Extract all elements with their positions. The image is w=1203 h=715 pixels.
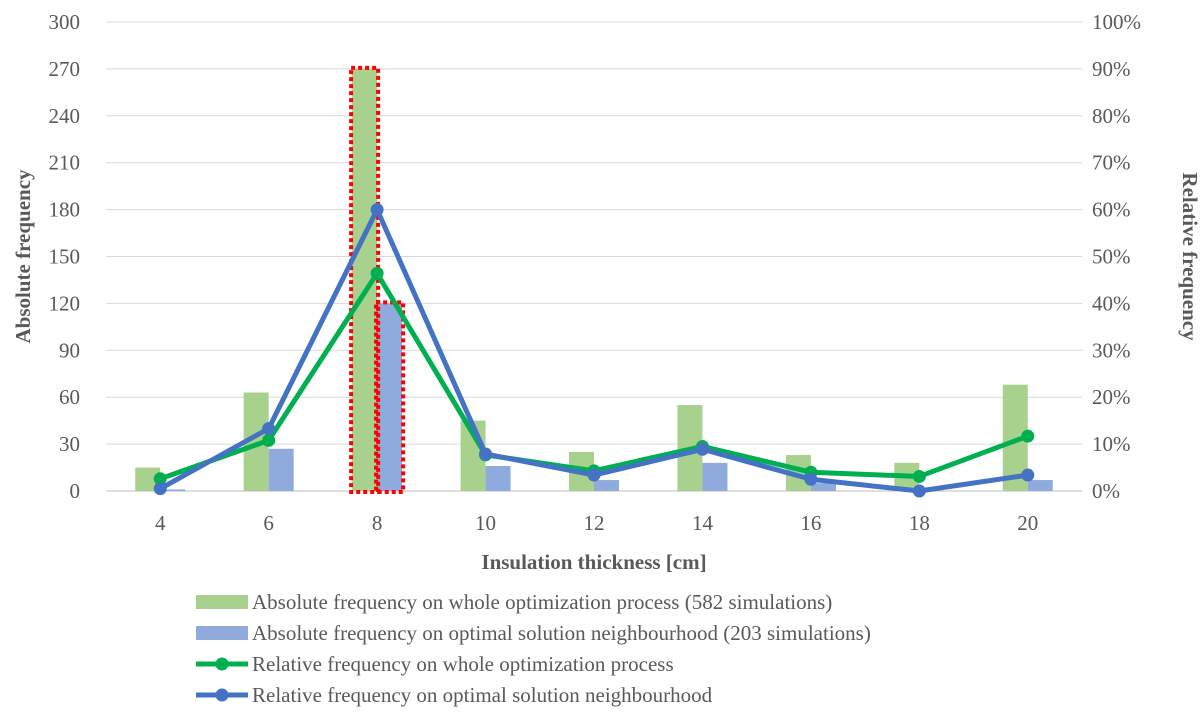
highlight-box — [349, 65, 381, 495]
series-lines — [153, 203, 1035, 498]
x-axis-ticks: 4 6 8 10 12 14 16 18 20 — [155, 511, 1038, 535]
x-tick-label: 12 — [584, 511, 605, 535]
y-tick-label: 60 — [59, 385, 80, 409]
bar — [268, 448, 294, 491]
line-point — [1021, 429, 1035, 443]
legend-marker — [215, 688, 229, 702]
y-axis-left-title: Absolute frequency — [11, 169, 35, 344]
y-tick-label: 30 — [59, 432, 80, 456]
y-tick-label: 180 — [49, 198, 81, 222]
line-point — [912, 469, 926, 483]
y2-tick-label: 0% — [1092, 479, 1120, 503]
line-point — [153, 472, 167, 486]
highlight-boxes — [349, 65, 406, 495]
y2-tick-label: 20% — [1092, 385, 1131, 409]
highlight-box — [374, 300, 406, 494]
y2-tick-label: 90% — [1092, 57, 1131, 81]
line-point — [153, 482, 167, 496]
line-point — [370, 203, 384, 217]
line-point — [1021, 468, 1035, 482]
x-tick-label: 18 — [909, 511, 930, 535]
x-tick-label: 20 — [1017, 511, 1038, 535]
series-line — [159, 270, 1029, 482]
y2-tick-label: 60% — [1092, 198, 1131, 222]
line-point — [695, 442, 709, 456]
y2-tick-label: 10% — [1092, 432, 1131, 456]
bars — [135, 68, 1053, 492]
bar — [810, 483, 836, 491]
x-tick-label: 14 — [692, 511, 714, 535]
bar — [135, 467, 161, 491]
y-axis-right-title: Relative frequency — [1178, 172, 1202, 341]
line-point — [587, 468, 601, 482]
y2-tick-label: 70% — [1092, 151, 1131, 175]
bar — [594, 480, 619, 491]
y2-tick-label: 80% — [1092, 104, 1131, 128]
y-tick-label: 0 — [70, 479, 81, 503]
y-tick-label: 90 — [59, 338, 80, 362]
line-point — [262, 422, 276, 436]
legend-label: Absolute frequency on optimal solution n… — [252, 621, 871, 645]
x-tick-label: 10 — [475, 511, 496, 535]
legend: Absolute frequency on whole optimization… — [196, 590, 871, 707]
line-point — [804, 472, 818, 486]
legend-label: Absolute frequency on whole optimization… — [252, 590, 832, 614]
line-point — [912, 484, 926, 498]
legend-swatch — [196, 626, 248, 640]
legend-label: Relative frequency on whole optimization… — [252, 652, 674, 676]
y-tick-label: 270 — [49, 57, 81, 81]
y2-tick-label: 30% — [1092, 338, 1131, 362]
y-tick-label: 210 — [49, 151, 81, 175]
legend-swatch — [196, 595, 248, 609]
x-tick-label: 8 — [372, 511, 383, 535]
x-tick-label: 4 — [155, 511, 166, 535]
line-point — [262, 433, 276, 447]
y-axis-left-ticks: 0 30 60 90 120 150 180 210 240 270 300 — [49, 10, 81, 503]
y-tick-label: 300 — [49, 10, 81, 34]
line-point — [370, 266, 384, 280]
y2-tick-label: 100% — [1092, 10, 1141, 34]
x-tick-label: 6 — [263, 511, 274, 535]
bar — [702, 462, 728, 491]
y-axis-right-ticks: 0% 10% 20% 30% 40% 50% 60% 70% 80% 90% 100% — [1092, 10, 1141, 503]
y-tick-label: 120 — [49, 291, 81, 315]
legend-marker — [215, 657, 229, 671]
bar — [1027, 480, 1053, 491]
bar — [377, 303, 403, 491]
y-tick-label: 150 — [49, 245, 81, 269]
y-tick-label: 240 — [49, 104, 81, 128]
bar — [160, 489, 186, 491]
bar — [485, 465, 511, 491]
y2-tick-label: 50% — [1092, 245, 1131, 269]
line-point — [479, 447, 493, 461]
legend-label: Relative frequency on optimal solution n… — [252, 683, 713, 707]
x-axis-title: Insulation thickness [cm] — [481, 550, 706, 574]
x-tick-label: 16 — [800, 511, 821, 535]
y2-tick-label: 40% — [1092, 291, 1131, 315]
